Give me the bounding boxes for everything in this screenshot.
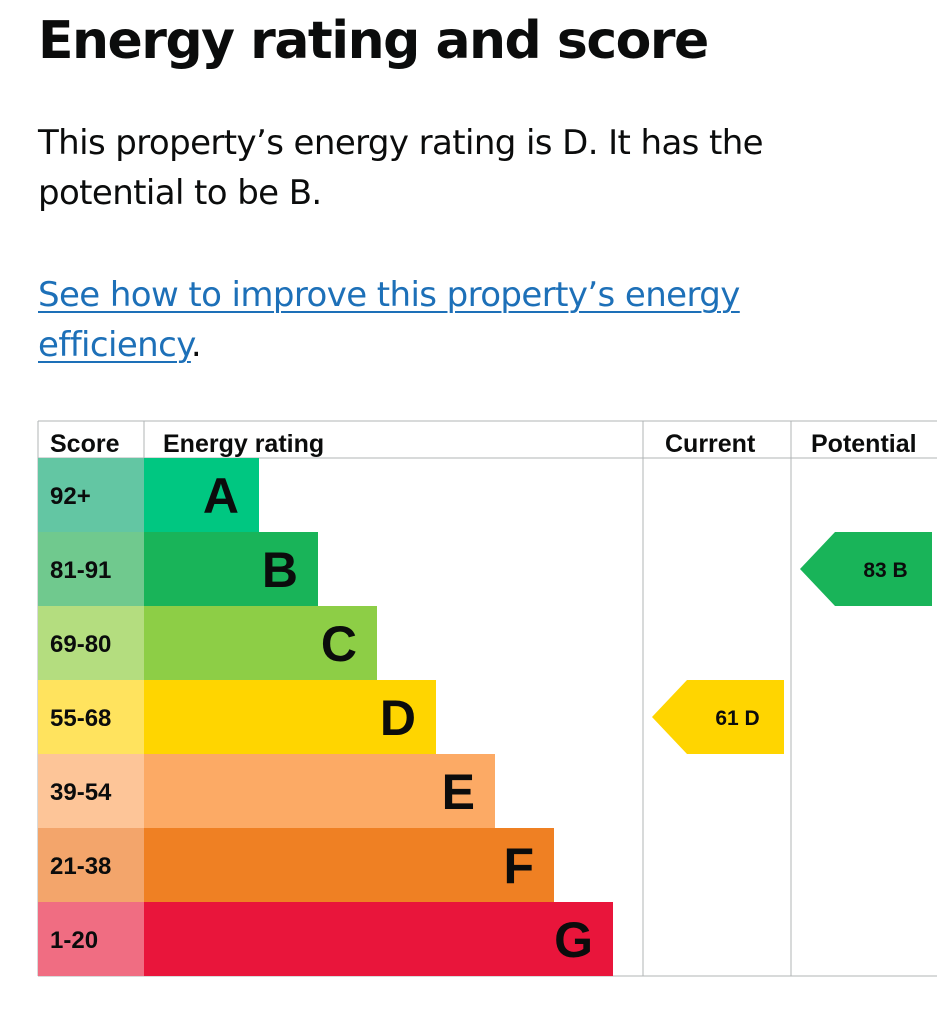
header-potential: Potential (811, 430, 917, 458)
rating-bar (144, 902, 613, 976)
band-row-b: 81-91 B (38, 532, 318, 606)
energy-rating-summary: This property’s energy rating is D. It h… (38, 123, 764, 213)
current-rating-marker-arrow (652, 680, 784, 754)
rating-letter: G (554, 912, 593, 968)
header-current: Current (665, 430, 756, 458)
rating-bar (144, 828, 554, 902)
score-cell (38, 458, 144, 532)
rating-bar (144, 532, 318, 606)
page-title: Energy rating and score (38, 11, 709, 71)
current-rating-marker-label: 61 D (715, 707, 759, 730)
improvement-link-paragraph: See how to improve this property’s energ… (38, 270, 838, 370)
band-row-c: 69-80 C (38, 606, 377, 680)
chart-markers: 61 D 83 B (652, 532, 932, 754)
score-label: 81-91 (50, 557, 111, 584)
rating-letter: A (203, 468, 239, 524)
score-label: 21-38 (50, 853, 111, 880)
score-cell (38, 606, 144, 680)
rating-letter: C (321, 616, 357, 672)
rating-bar (144, 606, 377, 680)
band-row-d: 55-68 D (38, 680, 436, 754)
rating-letter: E (442, 764, 475, 820)
chart-bands: 92+ A 81-91 B 69-80 C 55-68 D 39-54 E 21-38 F 1-20 G (38, 458, 613, 976)
rating-letter: B (262, 542, 298, 598)
score-label: 69-80 (50, 631, 111, 658)
score-label: 1-20 (50, 927, 98, 954)
score-label: 39-54 (50, 779, 112, 806)
score-cell (38, 532, 144, 606)
potential-rating-marker-arrow (800, 532, 932, 606)
score-cell (38, 680, 144, 754)
band-row-a: 92+ A (38, 458, 259, 532)
potential-rating-marker-label: 83 B (863, 559, 907, 582)
link-suffix: . (190, 325, 202, 365)
rating-bar (144, 680, 436, 754)
score-cell (38, 828, 144, 902)
improve-efficiency-link[interactable]: See how to improve this property’s energ… (38, 275, 740, 365)
chart-headers: Score Energy rating Current Potential (50, 430, 917, 458)
potential-rating-marker: 83 B (800, 532, 932, 606)
rating-letter: F (503, 838, 534, 894)
rating-letter: D (380, 690, 416, 746)
band-row-e: 39-54 E (38, 754, 495, 828)
rating-bar (144, 754, 495, 828)
current-rating-marker: 61 D (652, 680, 784, 754)
score-cell (38, 902, 144, 976)
header-energy-rating: Energy rating (163, 430, 324, 458)
band-row-f: 21-38 F (38, 828, 554, 902)
score-label: 55-68 (50, 705, 111, 732)
header-score: Score (50, 430, 120, 458)
rating-bar (144, 458, 259, 532)
band-row-g: 1-20 G (38, 902, 613, 976)
score-cell (38, 754, 144, 828)
score-label: 92+ (50, 483, 91, 510)
